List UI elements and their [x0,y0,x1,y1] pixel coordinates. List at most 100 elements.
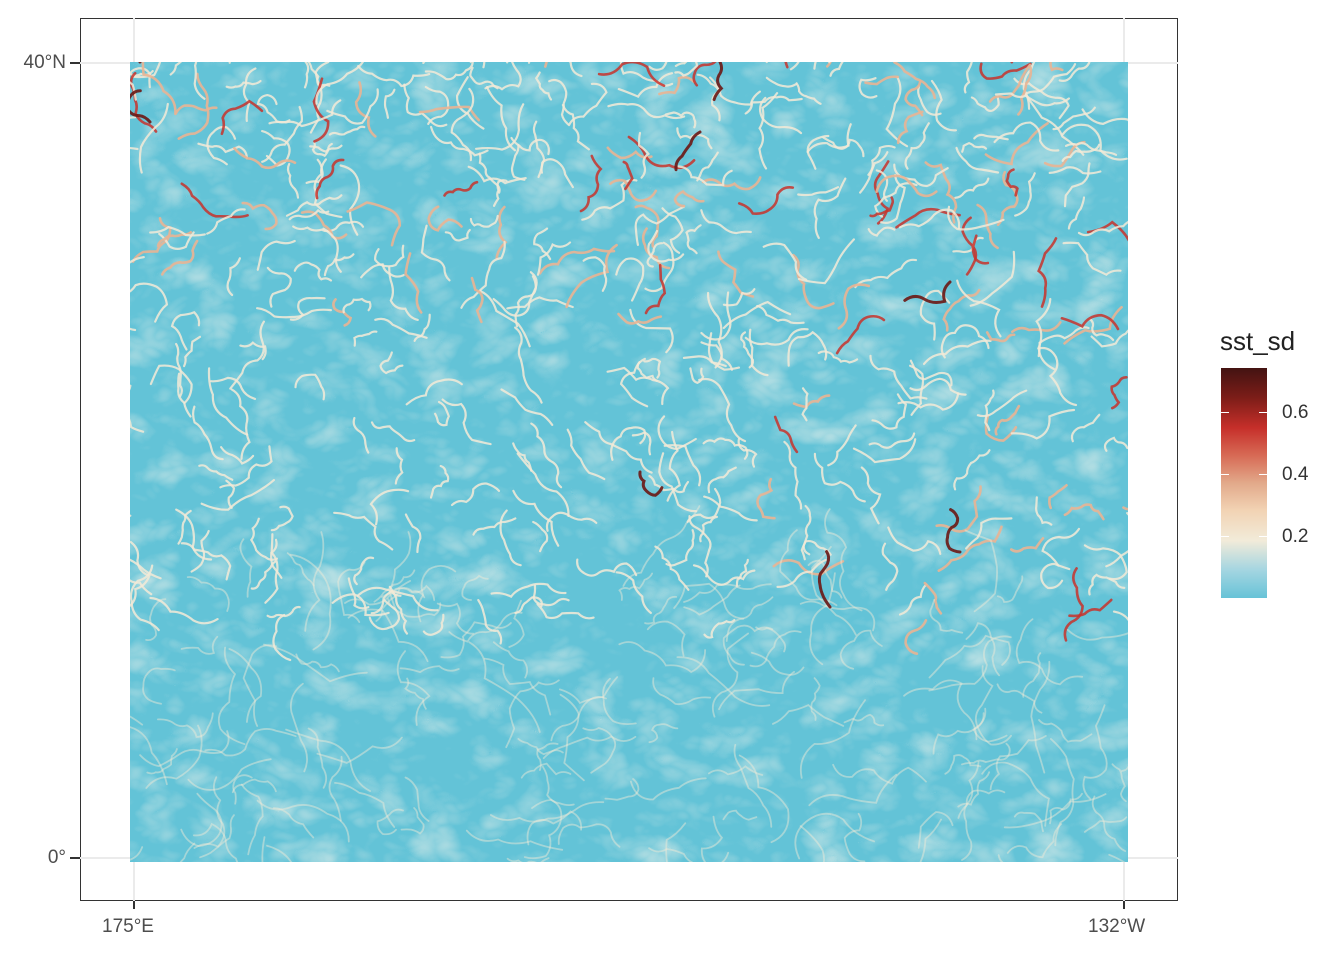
filament [740,331,755,369]
filament [295,653,340,673]
filament [130,384,145,433]
filament [618,641,707,674]
filament [485,86,516,152]
filament [644,595,678,625]
filament [141,62,177,116]
filament [961,761,980,861]
filament [1058,62,1091,82]
filament [427,205,463,232]
filament [956,279,1002,338]
filament [665,822,687,862]
filament [700,209,752,235]
filament [169,62,183,76]
filament [867,144,896,176]
filament [130,564,160,632]
filament [170,310,201,351]
filament [514,596,543,614]
filament [342,297,372,314]
filament [749,630,802,668]
filament [1103,436,1128,452]
filament [461,574,489,601]
filament [961,141,988,153]
filament [193,776,226,849]
filament [352,416,370,454]
filament [817,350,859,364]
filament [779,529,838,607]
filament [800,539,832,561]
filament [602,677,637,725]
filament [718,671,795,711]
filament [357,65,431,88]
filament [683,584,741,616]
filament [305,158,324,184]
filament [674,62,699,77]
filament [272,807,315,839]
filament [797,186,840,197]
filament [984,389,995,432]
filament [533,227,552,261]
filament [1003,793,1107,829]
filament [677,165,733,187]
filament [996,683,1043,714]
filament [1048,484,1068,510]
filament [242,644,278,727]
filament [506,857,550,862]
filament [648,847,730,862]
filament [873,182,918,218]
filament [692,564,756,586]
filament [347,577,370,610]
filament [1030,660,1051,774]
filament [315,158,345,200]
filament [937,525,1003,572]
sst-sd-raster [130,62,1128,862]
filament [294,373,326,401]
filament [492,641,529,679]
filament [430,125,489,157]
filament [387,598,442,618]
filament [700,291,732,341]
filament [200,479,275,511]
filament [1049,792,1083,825]
filament [1105,512,1128,568]
filament [204,728,297,757]
filament [429,464,450,499]
filament [929,599,964,634]
filament [568,82,608,127]
filament [177,72,210,140]
filament [180,635,219,655]
filament [638,470,664,497]
filament [955,146,1000,174]
filament [495,205,508,260]
filament [534,71,553,101]
filament [996,170,1019,227]
filament [858,77,878,99]
filament [647,229,685,263]
x-label-132w: 132°W [1088,916,1146,937]
filament [484,62,522,91]
filament [356,586,439,612]
filament [444,228,471,242]
filament [792,394,831,409]
filament [374,244,405,268]
filament [1088,573,1126,596]
filament [405,378,463,406]
filament [198,464,234,481]
filament [193,822,239,862]
filament [229,320,265,390]
filament [954,177,990,199]
filament [177,372,192,418]
filament [199,814,235,859]
filament [440,621,512,659]
filament [903,280,952,304]
filament [512,442,533,472]
filament [130,282,169,323]
filament [737,186,795,215]
filament [1037,237,1058,308]
filament [772,704,845,727]
filament [261,836,266,862]
filament [1061,143,1101,162]
filament [1090,329,1128,348]
filament [217,646,246,745]
filament [532,584,570,607]
filament [1082,704,1108,800]
